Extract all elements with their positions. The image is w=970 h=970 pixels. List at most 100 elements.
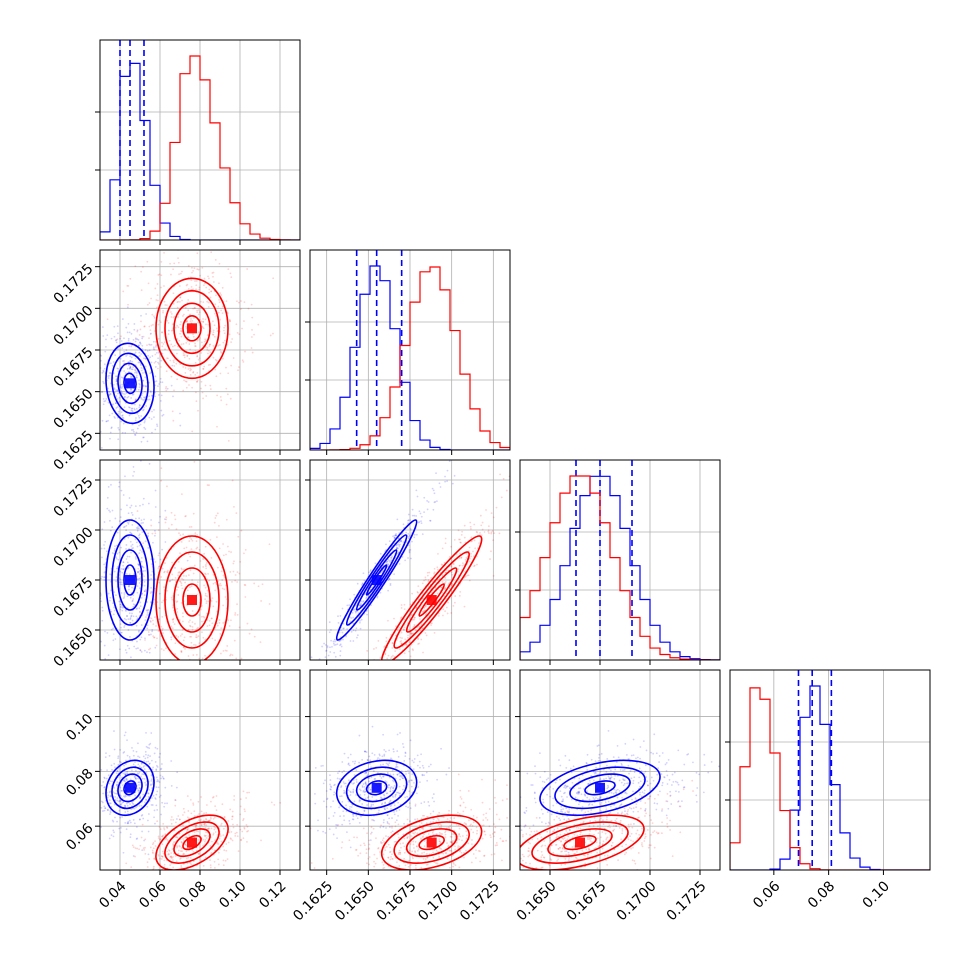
red-sample-point	[389, 666, 391, 668]
red-sample-point	[270, 801, 273, 804]
red-sample-point	[177, 472, 179, 474]
red-sample-point	[228, 550, 230, 553]
blue-sample-point	[287, 814, 289, 816]
red-sample-point	[136, 330, 139, 333]
blue-sample-point	[412, 761, 415, 764]
blue-sample-point	[147, 792, 150, 795]
red-sample-point	[200, 824, 203, 827]
blue-sample-point	[112, 829, 115, 832]
blue-sample-point	[133, 776, 136, 778]
blue-sample-point	[324, 779, 326, 782]
red-sample-point	[180, 866, 183, 869]
red-sample-point	[226, 393, 229, 396]
red-sample-point	[164, 838, 166, 841]
red-sample-point	[136, 847, 139, 850]
blue-sample-point	[131, 619, 134, 622]
blue-sample-point	[136, 675, 138, 677]
blue-sample-point	[122, 772, 125, 775]
red-sample-point	[448, 582, 450, 585]
red-sample-point	[198, 614, 201, 616]
red-sample-point	[189, 369, 192, 372]
red-sample-point	[513, 802, 515, 804]
red-sample-point	[235, 512, 238, 515]
blue-sample-point	[347, 789, 350, 792]
red-sample-point	[182, 838, 185, 840]
blue-sample-point	[144, 390, 146, 393]
red-sample-point	[206, 827, 209, 830]
blue-sample-point	[136, 607, 138, 610]
blue-sample-point	[134, 558, 137, 560]
red-sample-point	[458, 538, 460, 541]
blue-sample-point	[370, 776, 373, 779]
red-sample-point	[209, 816, 212, 819]
red-sample-point	[457, 529, 460, 532]
blue-sample-point	[355, 778, 358, 781]
blue-sample-point	[353, 762, 356, 765]
blue-sample-point	[397, 755, 400, 758]
blue-sample-point	[351, 611, 354, 614]
blue-sample-point	[125, 777, 128, 780]
red-sample-point	[243, 301, 246, 304]
red-sample-point	[463, 536, 466, 539]
red-histogram-step	[100, 55, 300, 240]
blue-sample-point	[100, 640, 103, 643]
blue-sample-point	[108, 782, 111, 785]
red-sample-point	[164, 833, 167, 836]
red-sample-point	[376, 662, 378, 664]
blue-sample-point	[120, 789, 123, 792]
blue-sample-point	[336, 777, 339, 780]
red-sample-point	[156, 306, 158, 309]
red-sample-point	[207, 305, 210, 308]
blue-sample-point	[115, 380, 118, 382]
blue-sample-point	[93, 578, 95, 580]
red-sample-point	[433, 572, 436, 575]
blue-sample-point	[451, 482, 454, 485]
blue-sample-point	[410, 785, 413, 788]
red-sample-point	[201, 631, 203, 634]
red-sample-point	[449, 866, 451, 869]
blue-sample-point	[123, 370, 126, 372]
blue-sample-point	[97, 348, 99, 350]
blue-sample-point	[123, 350, 126, 353]
blue-sample-point	[174, 799, 177, 802]
blue-sample-point	[365, 772, 368, 774]
red-sample-point	[158, 565, 161, 568]
red-sample-point	[431, 585, 433, 588]
blue-sample-point	[138, 552, 141, 555]
red-sample-point	[128, 345, 131, 348]
red-sample-point	[131, 844, 134, 847]
blue-sample-point	[103, 786, 106, 789]
blue-sample-point	[131, 407, 133, 410]
blue-sample-point	[125, 651, 128, 654]
red-sample-point	[187, 628, 190, 631]
red-sample-point	[170, 822, 173, 825]
red-sample-point	[510, 812, 512, 814]
red-sample-point	[250, 628, 253, 631]
red-sample-point	[158, 319, 161, 322]
blue-sample-point	[119, 623, 122, 626]
red-sample-point	[189, 873, 191, 875]
red-sample-point	[245, 823, 248, 826]
red-sample-point	[233, 560, 235, 563]
blue-sample-point	[83, 341, 85, 343]
blue-sample-point	[420, 802, 423, 805]
blue-sample-point	[298, 837, 300, 839]
blue-sample-point	[128, 520, 131, 523]
red-sample-point	[205, 811, 208, 814]
red-sample-point	[194, 307, 196, 310]
red-sample-point	[224, 649, 227, 652]
red-sample-point	[200, 608, 202, 611]
red-sample-point	[170, 855, 173, 858]
blue-sample-point	[138, 536, 141, 539]
blue-sample-point	[150, 633, 152, 636]
red-sample-point	[473, 523, 476, 526]
red-sample-point	[181, 620, 184, 623]
blue-sample-point	[154, 428, 157, 431]
red-sample-point	[200, 810, 203, 813]
blue-sample-point	[400, 770, 403, 773]
blue-density-peak	[125, 782, 135, 793]
blue-sample-point	[142, 385, 145, 388]
red-sample-point	[172, 866, 175, 869]
blue-sample-point	[126, 521, 129, 524]
blue-sample-point	[115, 557, 118, 560]
